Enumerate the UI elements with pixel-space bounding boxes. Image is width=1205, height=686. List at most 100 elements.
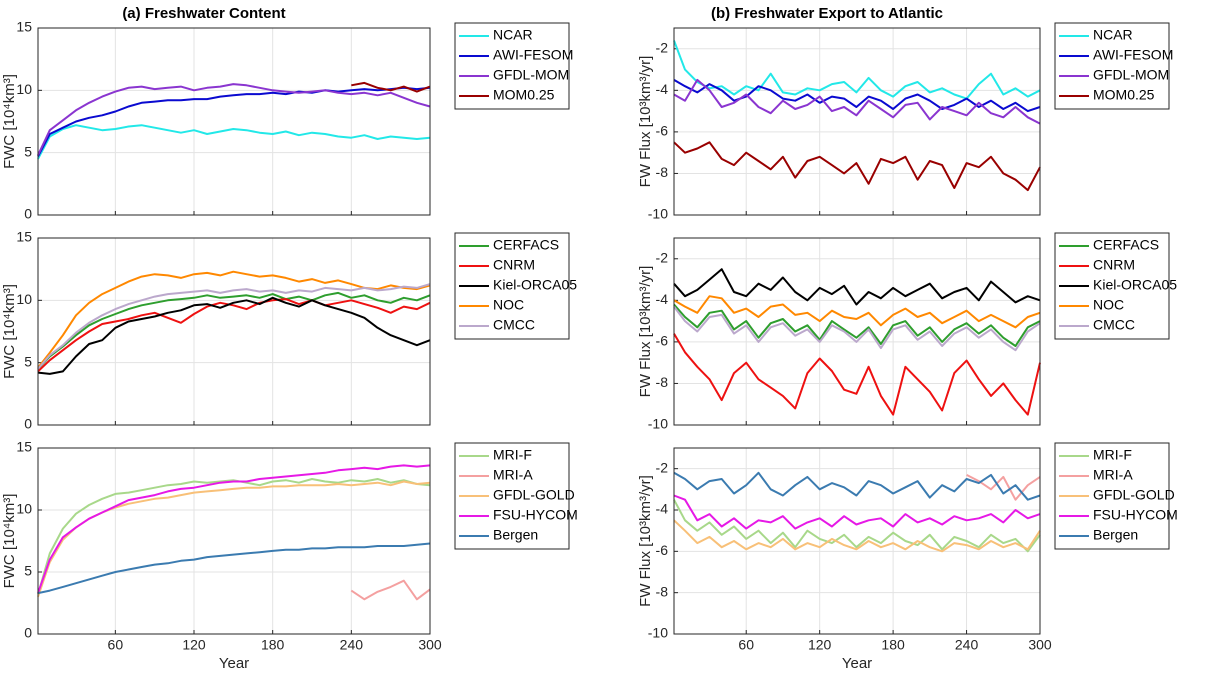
- y-axis-label: FWC [10⁴km³]: [1, 494, 18, 589]
- y-tick-label: 5: [24, 563, 32, 579]
- plot-frame: [673, 237, 1041, 426]
- series-line: [673, 303, 1041, 347]
- series-line: [37, 283, 431, 370]
- legend-label: NOC: [493, 297, 524, 313]
- series-line: [37, 478, 431, 595]
- plot-area: [674, 238, 1040, 425]
- y-tick-label: 10: [16, 501, 32, 517]
- x-tick-label: 120: [182, 637, 206, 653]
- y-tick-label: 15: [16, 19, 32, 35]
- series-line: [673, 499, 1041, 553]
- legend-label: MOM0.25: [493, 87, 555, 103]
- y-tick-label: 10: [16, 291, 32, 307]
- x-tick-label: 300: [1028, 637, 1052, 653]
- y-tick-label: -2: [656, 459, 669, 475]
- y-tick-label: -4: [656, 291, 669, 307]
- series-line: [966, 474, 1041, 501]
- y-tick-label: 5: [24, 353, 32, 369]
- legend-label: CERFACS: [493, 237, 559, 253]
- series-line: [351, 81, 431, 93]
- y-tick-label: -8: [656, 374, 669, 390]
- series-line: [673, 79, 1041, 113]
- plot-area: [38, 238, 430, 425]
- legend-label: FSU-HYCOM: [493, 507, 578, 523]
- series-line: [673, 519, 1041, 553]
- x-axis-label: Year: [842, 655, 872, 672]
- y-tick-label: -4: [656, 501, 669, 517]
- legend-label: GFDL-MOM: [493, 67, 569, 83]
- series-line: [37, 542, 431, 595]
- y-tick-label: -6: [656, 542, 669, 558]
- legend-label: MRI-F: [493, 447, 532, 463]
- plot-frame: [673, 27, 1041, 216]
- series-line: [673, 141, 1041, 192]
- x-tick-label: 120: [808, 637, 832, 653]
- x-tick-label: 300: [418, 637, 442, 653]
- series-line: [37, 296, 431, 375]
- legend-label: CERFACS: [1093, 237, 1159, 253]
- legend-label: Kiel-ORCA05: [1093, 277, 1177, 293]
- legend-label: MRI-A: [493, 467, 533, 483]
- x-axis-label: Year: [219, 655, 249, 672]
- legend-label: GFDL-GOLD: [1093, 487, 1175, 503]
- plot-area: [674, 28, 1040, 215]
- legend-label: NOC: [1093, 297, 1124, 313]
- y-tick-label: 15: [16, 229, 32, 245]
- y-tick-label: -10: [648, 206, 668, 222]
- series-line: [37, 291, 431, 370]
- y-tick-label: -10: [648, 625, 668, 641]
- y-tick-label: -6: [656, 333, 669, 349]
- y-tick-label: 0: [24, 206, 32, 222]
- plot-frame: [37, 237, 431, 426]
- plot-area: [38, 448, 430, 634]
- y-axis-label: FWC [10⁴km³]: [1, 284, 18, 379]
- y-tick-label: -2: [656, 249, 669, 265]
- legend-label: NCAR: [493, 27, 533, 43]
- legend-label: MRI-A: [1093, 467, 1133, 483]
- x-tick-label: 180: [261, 637, 285, 653]
- legend-label: Bergen: [1093, 527, 1138, 543]
- y-tick-label: -2: [656, 39, 669, 55]
- x-tick-label: 60: [108, 637, 124, 653]
- series-line: [673, 471, 1041, 501]
- panel-title: (b) Freshwater Export to Atlantic: [711, 5, 943, 22]
- y-tick-label: -8: [656, 583, 669, 599]
- legend-label: CMCC: [1093, 317, 1135, 333]
- series-line: [350, 579, 431, 601]
- y-tick-label: -8: [656, 164, 669, 180]
- series-line: [673, 78, 1041, 125]
- series-line: [37, 464, 431, 594]
- y-axis-label: FW Flux [10³km³/yr]: [637, 475, 654, 607]
- series-line: [37, 83, 431, 156]
- y-tick-label: 10: [16, 81, 32, 97]
- y-tick-label: -4: [656, 81, 669, 97]
- y-axis-label: FW Flux [10³km³/yr]: [637, 266, 654, 398]
- series-line: [673, 494, 1041, 530]
- panel-title: (a) Freshwater Content: [122, 5, 285, 22]
- plot-frame: [37, 27, 431, 216]
- legend-label: AWI-FESOM: [1093, 47, 1173, 63]
- legend-label: Kiel-ORCA05: [493, 277, 577, 293]
- legend-label: AWI-FESOM: [493, 47, 573, 63]
- y-tick-label: 0: [24, 625, 32, 641]
- legend-label: CNRM: [493, 257, 535, 273]
- series-line: [673, 268, 1041, 306]
- legend-label: MOM0.25: [1093, 87, 1155, 103]
- legend-label: GFDL-MOM: [1093, 67, 1169, 83]
- x-tick-label: 180: [881, 637, 905, 653]
- legend-label: GFDL-GOLD: [493, 487, 575, 503]
- legend-label: MRI-F: [1093, 447, 1132, 463]
- y-tick-label: 15: [16, 439, 32, 455]
- y-axis-label: FWC [10⁴km³]: [1, 74, 18, 169]
- legend-box: [1054, 22, 1170, 110]
- series-line: [37, 86, 431, 157]
- x-tick-label: 60: [738, 637, 754, 653]
- series-line: [673, 40, 1041, 100]
- y-tick-label: -6: [656, 123, 669, 139]
- legend-label: CMCC: [493, 317, 535, 333]
- plot-frame: [37, 447, 431, 635]
- x-tick-label: 240: [340, 637, 364, 653]
- series-line: [673, 295, 1041, 329]
- legend-label: FSU-HYCOM: [1093, 507, 1178, 523]
- y-tick-label: 0: [24, 416, 32, 432]
